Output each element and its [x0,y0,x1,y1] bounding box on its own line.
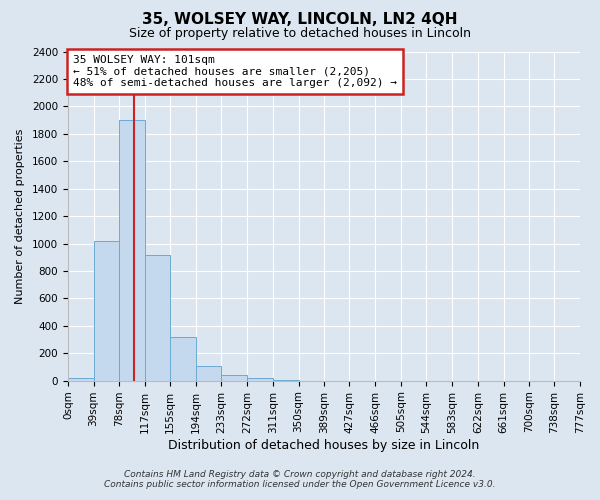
Bar [170,337,196,380]
Text: Size of property relative to detached houses in Lincoln: Size of property relative to detached ho… [129,28,471,40]
Text: 35, WOLSEY WAY, LINCOLN, LN2 4QH: 35, WOLSEY WAY, LINCOLN, LN2 4QH [142,12,458,28]
Bar [68,378,94,380]
Text: 35 WOLSEY WAY: 101sqm
← 51% of detached houses are smaller (2,205)
48% of semi-d: 35 WOLSEY WAY: 101sqm ← 51% of detached … [73,55,397,88]
Bar [145,254,170,380]
Bar [196,366,221,380]
X-axis label: Distribution of detached houses by size in Lincoln: Distribution of detached houses by size … [169,440,479,452]
Bar [94,241,119,380]
Bar [247,378,273,380]
Text: Contains HM Land Registry data © Crown copyright and database right 2024.
Contai: Contains HM Land Registry data © Crown c… [104,470,496,489]
Bar [119,120,145,380]
Y-axis label: Number of detached properties: Number of detached properties [15,128,25,304]
Bar [221,374,247,380]
